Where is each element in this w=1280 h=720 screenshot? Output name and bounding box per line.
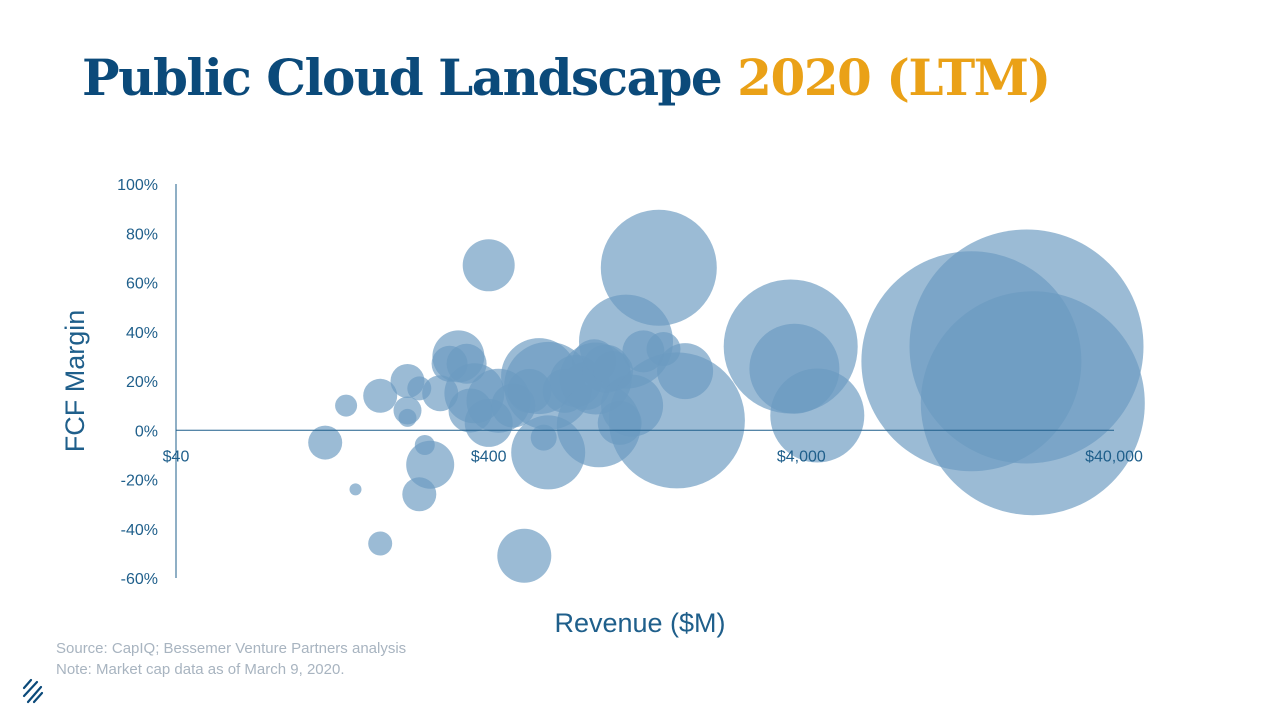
bubble-point <box>368 531 393 556</box>
market-cap-note: Note: Market cap data as of March 9, 202… <box>56 661 345 678</box>
y-axis-title: FCF Margin <box>60 310 90 453</box>
x-tick-labels: $40 $400 $4,000 $40,000 <box>163 448 1143 465</box>
title-main: Public Cloud Landscape <box>82 48 723 107</box>
bubble-point <box>770 368 865 463</box>
y-tick-labels: 100% 80% 60% 40% 20% 0% -20% -40% -60% <box>117 177 158 588</box>
title-accent: 2020 (LTM) <box>737 48 1051 107</box>
bubble-point <box>335 394 358 417</box>
bubble-point <box>608 352 745 489</box>
bubble-point <box>657 343 714 400</box>
y-tick-label: -40% <box>121 522 158 539</box>
bubble-point <box>363 378 398 413</box>
y-tick-label: -60% <box>121 571 158 588</box>
x-tick-label: $400 <box>471 448 507 465</box>
bubble-point <box>600 209 717 326</box>
y-tick-label: 40% <box>126 325 158 342</box>
x-tick-label: $4,000 <box>777 448 826 465</box>
bubble-point <box>497 528 552 583</box>
x-tick-label: $40,000 <box>1085 448 1143 465</box>
bubble-point <box>349 483 362 496</box>
y-tick-label: 60% <box>126 276 158 293</box>
y-tick-label: 80% <box>126 226 158 243</box>
y-tick-label: 0% <box>135 423 158 440</box>
y-tick-label: 100% <box>117 177 158 194</box>
bubble-point <box>406 440 455 489</box>
bubble-point <box>308 425 343 460</box>
bubble-point <box>462 239 515 292</box>
bubble-layer <box>308 209 1145 583</box>
x-tick-label: $40 <box>163 448 190 465</box>
x-axis-title: Revenue ($M) <box>554 608 725 638</box>
bubble-point <box>398 408 417 427</box>
source-note: Source: CapIQ; Bessemer Venture Partners… <box>56 640 407 657</box>
bessemer-logo-icon <box>22 678 44 704</box>
y-tick-label: 20% <box>126 374 158 391</box>
bubble-point <box>920 291 1145 516</box>
y-tick-label: -20% <box>121 473 158 490</box>
page-title: Public Cloud Landscape 2020 (LTM) <box>82 48 1051 107</box>
